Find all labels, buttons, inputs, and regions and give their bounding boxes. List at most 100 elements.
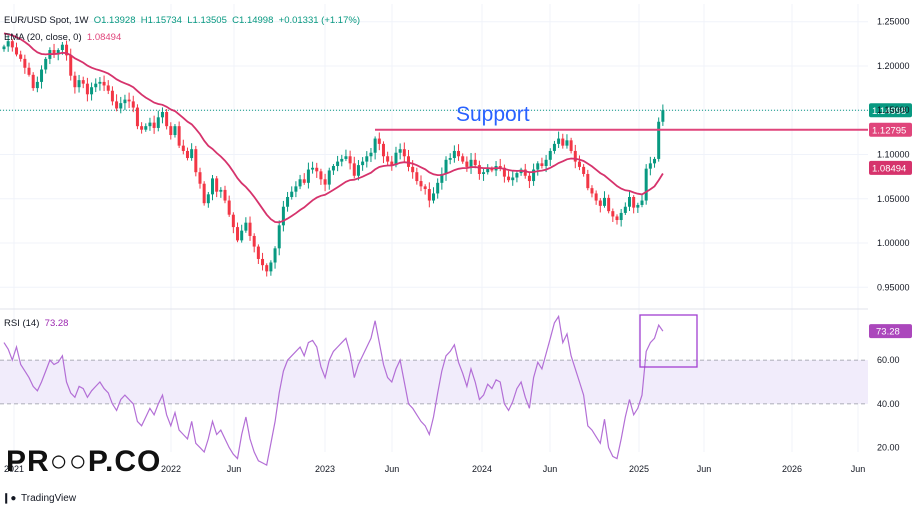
candle bbox=[290, 186, 294, 200]
candle bbox=[406, 149, 410, 172]
candle bbox=[152, 115, 156, 134]
candle bbox=[502, 164, 506, 183]
candle bbox=[381, 141, 385, 164]
price-axis-tag-label: 1.12795 bbox=[872, 125, 906, 136]
candle bbox=[507, 170, 511, 183]
rsi-axis: 60.00 40.00 20.00 73.28 bbox=[869, 324, 912, 453]
candle bbox=[361, 157, 365, 171]
candle bbox=[640, 194, 644, 208]
candle bbox=[131, 95, 135, 113]
candle bbox=[402, 142, 406, 163]
candle bbox=[231, 212, 235, 234]
candle bbox=[448, 153, 452, 165]
candle bbox=[123, 94, 127, 111]
candle bbox=[628, 190, 631, 212]
price-axis-tag: 1.12795 bbox=[869, 122, 912, 137]
rsi-legend[interactable]: RSI (14) 73.28 bbox=[4, 318, 68, 329]
candle bbox=[115, 94, 119, 112]
candle bbox=[594, 190, 598, 205]
candle bbox=[219, 187, 223, 198]
candle bbox=[527, 172, 531, 189]
candle bbox=[302, 173, 306, 185]
candle bbox=[265, 263, 269, 277]
candle bbox=[344, 149, 348, 162]
candle bbox=[27, 62, 31, 77]
candle bbox=[140, 122, 144, 134]
time-tick-label: 2023 bbox=[315, 464, 335, 474]
ema-legend[interactable]: EMA (20, close, 0) 1.08494 bbox=[4, 32, 121, 43]
candle bbox=[169, 122, 173, 140]
rsi-tick-label: 60.00 bbox=[877, 355, 900, 365]
candle bbox=[148, 117, 152, 131]
support-annotation: Support bbox=[456, 103, 530, 126]
candle bbox=[85, 77, 89, 102]
candle bbox=[482, 167, 486, 181]
candle bbox=[273, 246, 277, 269]
candle bbox=[6, 34, 10, 52]
candle bbox=[598, 198, 602, 213]
candle bbox=[661, 104, 665, 126]
candle bbox=[48, 47, 52, 65]
candle bbox=[452, 145, 456, 163]
candle bbox=[548, 148, 552, 166]
candle bbox=[194, 145, 198, 177]
symbol-title[interactable]: EUR/USD Spot, 1W bbox=[4, 15, 89, 26]
time-tick-label: 2025 bbox=[629, 464, 649, 474]
candle bbox=[490, 166, 494, 173]
ohlc-high: H1.15734 bbox=[140, 15, 182, 26]
candle bbox=[35, 76, 39, 93]
price-axis-tag-label: 1.14998 bbox=[872, 106, 906, 117]
candle bbox=[331, 164, 335, 175]
candle bbox=[356, 160, 360, 181]
price-tick-label: 1.25000 bbox=[877, 17, 910, 27]
candle bbox=[236, 222, 240, 243]
candle bbox=[244, 217, 248, 233]
candle bbox=[215, 176, 219, 198]
candle bbox=[298, 174, 302, 190]
candle bbox=[190, 143, 194, 161]
candle bbox=[369, 148, 373, 163]
candle bbox=[319, 168, 323, 185]
symbol-header: EUR/USD Spot, 1W O1.13928 H1.15734 L1.13… bbox=[4, 15, 360, 26]
candle bbox=[586, 169, 590, 191]
candle bbox=[110, 86, 114, 106]
candle bbox=[327, 167, 331, 190]
candle bbox=[615, 214, 619, 225]
candle bbox=[611, 208, 615, 223]
candle bbox=[619, 209, 623, 227]
candle bbox=[469, 152, 473, 174]
price-axis-tag: 1.08494 bbox=[869, 160, 912, 175]
candle bbox=[440, 167, 444, 190]
candle bbox=[602, 191, 606, 208]
candle bbox=[540, 157, 544, 169]
tradingview-footer[interactable]: ❙● TradingView bbox=[2, 493, 76, 504]
rsi-band bbox=[0, 359, 868, 405]
candle bbox=[590, 185, 594, 198]
candle bbox=[10, 39, 14, 52]
candle bbox=[636, 202, 640, 213]
time-tick-label: Jun bbox=[543, 464, 558, 474]
price-tick-label: 0.95000 bbox=[877, 282, 910, 292]
candle bbox=[306, 162, 310, 189]
candle bbox=[181, 139, 185, 155]
candle bbox=[173, 124, 177, 138]
candle bbox=[119, 96, 123, 114]
candle bbox=[198, 167, 202, 189]
ema-line bbox=[3, 32, 664, 224]
rsi-highlight-box bbox=[639, 314, 698, 368]
candle bbox=[65, 40, 69, 61]
rsi-axis-tag: 73.28 bbox=[869, 324, 912, 339]
time-tick-label: 2026 bbox=[782, 464, 802, 474]
rsi-legend-value: 73.28 bbox=[44, 318, 69, 329]
candle bbox=[432, 187, 436, 204]
candle bbox=[52, 43, 56, 58]
watermark-logo: PR○○P.CO bbox=[6, 445, 161, 479]
rsi-band-fill bbox=[0, 360, 868, 404]
tradingview-logo-icon: ❙● bbox=[2, 493, 17, 504]
ohlc-close: C1.14998 bbox=[232, 15, 274, 26]
time-axis: 2021 2022 Jun 2023 Jun 2024 Jun 2025 Jun 2026 Jun bbox=[4, 464, 865, 474]
candle bbox=[565, 134, 569, 149]
candle bbox=[223, 185, 227, 204]
